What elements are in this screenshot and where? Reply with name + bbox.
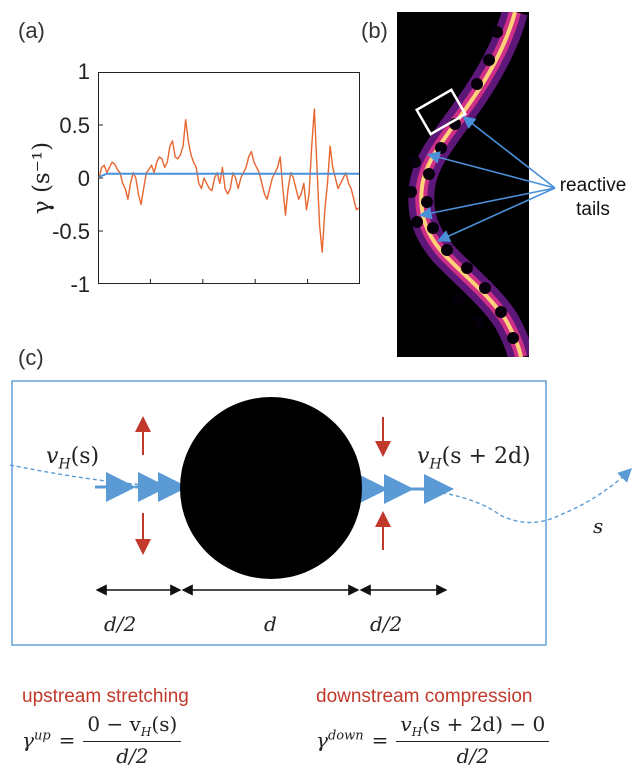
schematic-diagram [9, 380, 632, 646]
dim-left-label: d/2 [104, 612, 137, 636]
y-tick: -1 [70, 272, 90, 297]
arrow-3 [418, 187, 556, 220]
streamline [9, 464, 632, 524]
panel-label-b: (b) [361, 18, 388, 43]
upstream-title: upstream stretching [22, 686, 189, 707]
plot-frame [98, 72, 360, 284]
s-label: s [593, 514, 604, 538]
reactive-tails-label: reactive tails [548, 174, 638, 222]
obstacle-disk [180, 397, 362, 579]
schematic-frame [11, 380, 547, 646]
downstream-equation: γdown = vH(s + 2d) − 0 d/2 [316, 712, 550, 768]
y-tick: 1 [77, 59, 90, 84]
vh-s-label: vH(s) [46, 444, 100, 473]
downstream-title: downstream compression [316, 686, 533, 707]
y-tick: -0.5 [52, 219, 90, 244]
arrow-4 [437, 187, 556, 242]
series-line-1 [98, 108, 360, 253]
line-chart [98, 72, 360, 284]
series-group [98, 108, 360, 253]
arrow-1 [462, 116, 556, 189]
y-tick: 0.5 [59, 113, 90, 138]
axis-ticks [98, 72, 360, 284]
annotation-line-2: tails [576, 199, 610, 220]
panel-label-c: (c) [18, 345, 44, 370]
vh-s2d-label: vH(s + 2d) [417, 444, 531, 473]
annotation-arrows [418, 116, 556, 242]
annotation-line-1: reactive [559, 175, 627, 196]
arrow-2 [426, 151, 556, 189]
upstream-equation: γup = 0 − vH(s) d/2 [22, 712, 182, 768]
dim-right-label: d/2 [370, 612, 403, 636]
y-tick: 0 [77, 166, 90, 191]
series-line-2 [98, 172, 359, 178]
panel-label-a: (a) [18, 18, 45, 43]
dim-mid-label: d [264, 612, 277, 636]
highlight-box [414, 88, 468, 136]
